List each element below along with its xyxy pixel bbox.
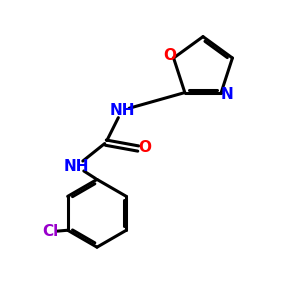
Text: NH: NH — [109, 103, 135, 118]
Text: O: O — [164, 48, 177, 63]
Text: Cl: Cl — [42, 224, 58, 239]
Text: NH: NH — [64, 159, 89, 174]
Text: N: N — [221, 86, 233, 101]
Text: O: O — [138, 140, 151, 155]
